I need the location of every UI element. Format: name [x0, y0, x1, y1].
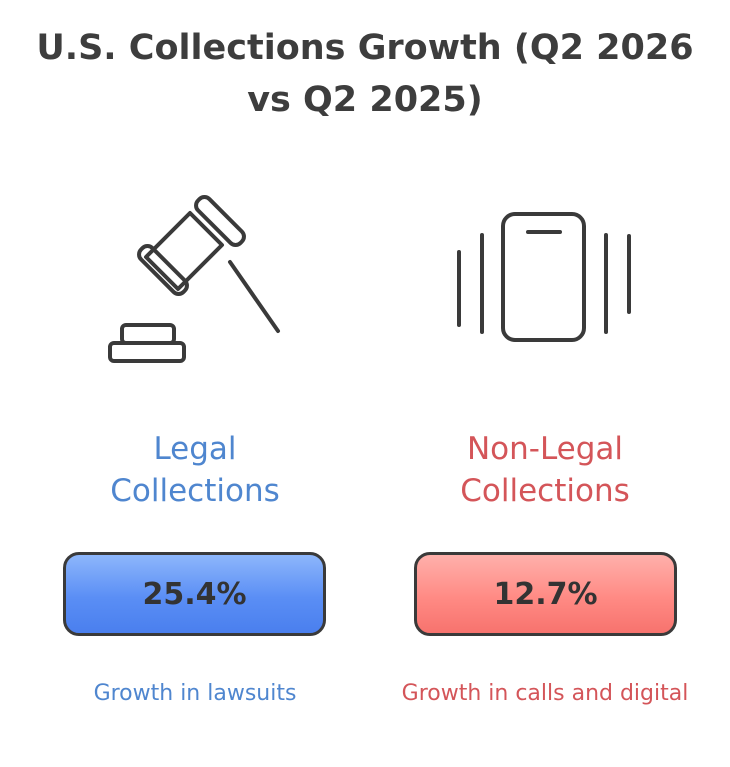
legal-growth-value: 25.4%	[63, 552, 326, 636]
non-legal-heading-line-1: Non-Legal	[466, 431, 624, 467]
non-legal-heading-line-2: Collections	[460, 473, 630, 509]
vibrating-phone-icon	[450, 210, 640, 350]
non-legal-collections-heading: Non-Legal Collections	[385, 428, 705, 512]
legal-heading-line-1: Legal	[153, 431, 237, 467]
legal-caption: Growth in lawsuits	[93, 681, 297, 706]
non-legal-growth-value: 12.7%	[414, 552, 677, 636]
page-title: U.S. Collections Growth (Q2 2026 vs Q2 2…	[0, 22, 730, 126]
gavel-icon	[100, 188, 290, 368]
title-line-2: vs Q2 2025)	[247, 80, 483, 120]
legal-collections-heading: Legal Collections	[35, 428, 355, 512]
legal-heading-line-2: Collections	[110, 473, 280, 509]
non-legal-caption: Growth in calls and digital	[401, 681, 689, 706]
title-line-1: U.S. Collections Growth (Q2 2026	[36, 28, 694, 68]
